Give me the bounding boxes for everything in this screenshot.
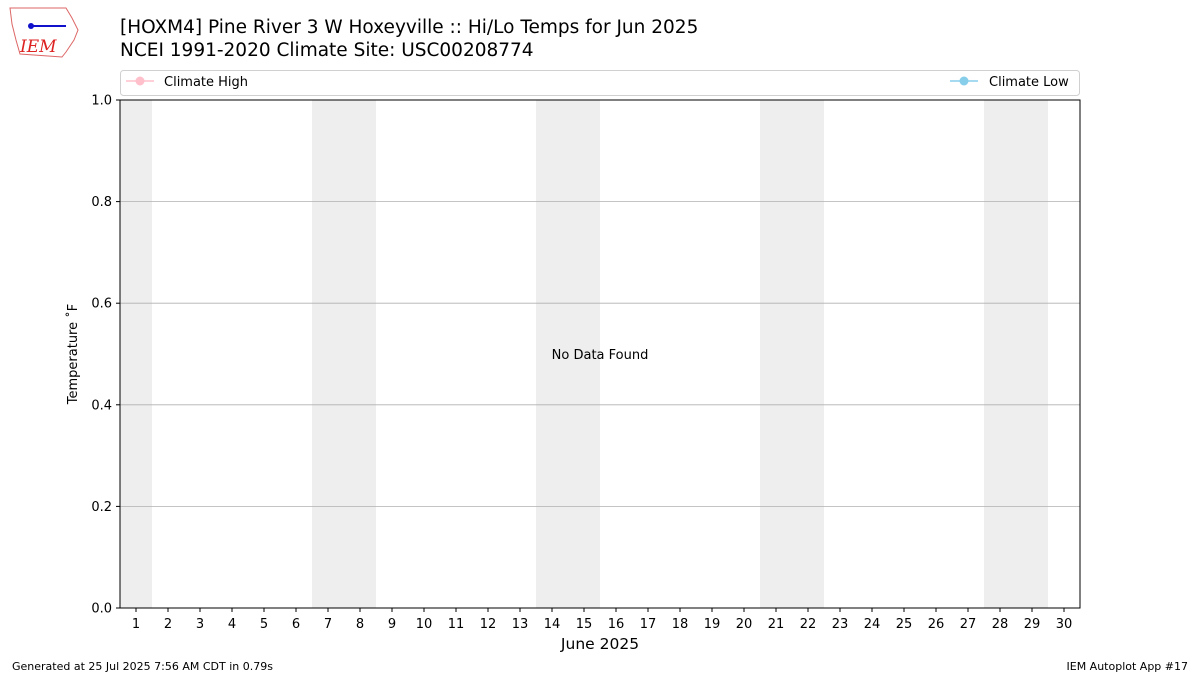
y-tick-label: 0.4 bbox=[91, 398, 112, 413]
y-tick-label: 0.6 bbox=[91, 297, 112, 312]
x-tick-label: 26 bbox=[928, 617, 945, 632]
x-tick-label: 27 bbox=[960, 617, 977, 632]
x-tick-label: 11 bbox=[448, 617, 465, 632]
x-tick-label: 9 bbox=[388, 617, 396, 632]
x-tick-label: 18 bbox=[672, 617, 689, 632]
x-tick-label: 24 bbox=[864, 617, 881, 632]
no-data-annotation: No Data Found bbox=[552, 348, 649, 363]
x-tick-label: 25 bbox=[896, 617, 913, 632]
plot-frame bbox=[119, 99, 1081, 609]
y-tick-label: 0.0 bbox=[91, 602, 112, 617]
x-tick-label: 17 bbox=[640, 617, 657, 632]
y-tick-label: 0.8 bbox=[91, 195, 112, 210]
x-tick-label: 10 bbox=[416, 617, 433, 632]
app-label: IEM Autoplot App #17 bbox=[1066, 660, 1189, 673]
x-tick-label: 28 bbox=[992, 617, 1009, 632]
x-tick-label: 16 bbox=[608, 617, 625, 632]
x-tick-label: 1 bbox=[132, 617, 140, 632]
weekend-band bbox=[312, 100, 376, 608]
legend-climate-low-marker bbox=[959, 76, 969, 86]
x-tick-label: 4 bbox=[228, 617, 236, 632]
legend-climate-high-marker bbox=[135, 76, 145, 86]
x-tick-label: 7 bbox=[324, 617, 332, 632]
x-tick-label: 29 bbox=[1024, 617, 1041, 632]
chart-subtitle: NCEI 1991-2020 Climate Site: USC00208774 bbox=[120, 40, 534, 61]
y-tick-label: 0.2 bbox=[91, 500, 112, 515]
legend-climate-high-label: Climate High bbox=[164, 75, 248, 90]
x-tick-label: 15 bbox=[576, 617, 593, 632]
y-tick-label: 1.0 bbox=[91, 94, 112, 109]
legend-climate-low-label: Climate Low bbox=[989, 75, 1069, 90]
weekend-band bbox=[536, 100, 600, 608]
x-tick-label: 19 bbox=[704, 617, 721, 632]
legend-box bbox=[120, 70, 1080, 96]
iem-logo-outline bbox=[9, 7, 79, 58]
iem-logo-text: IEM bbox=[19, 37, 57, 57]
x-tick-label: 22 bbox=[800, 617, 817, 632]
weekend-band bbox=[760, 100, 824, 608]
chart-title: [HOXM4] Pine River 3 W Hoxeyville :: Hi/… bbox=[120, 17, 699, 38]
weekend-band bbox=[984, 100, 1048, 608]
weekend-band bbox=[120, 100, 152, 608]
x-tick-label: 13 bbox=[512, 617, 529, 632]
x-tick-label: 6 bbox=[292, 617, 300, 632]
x-tick-label: 5 bbox=[260, 617, 268, 632]
y-axis-label: Temperature ˚F bbox=[65, 304, 81, 405]
x-tick-label: 3 bbox=[196, 617, 204, 632]
x-tick-label: 21 bbox=[768, 617, 785, 632]
x-tick-label: 30 bbox=[1056, 617, 1073, 632]
iem-logo-station-icon bbox=[28, 23, 34, 29]
x-tick-label: 2 bbox=[164, 617, 172, 632]
x-tick-label: 12 bbox=[480, 617, 497, 632]
x-tick-label: 20 bbox=[736, 617, 753, 632]
x-tick-label: 23 bbox=[832, 617, 849, 632]
x-axis-label: June 2025 bbox=[560, 635, 639, 653]
x-tick-label: 14 bbox=[544, 617, 561, 632]
x-tick-label: 8 bbox=[356, 617, 364, 632]
generated-timestamp: Generated at 25 Jul 2025 7:56 AM CDT in … bbox=[12, 660, 273, 673]
